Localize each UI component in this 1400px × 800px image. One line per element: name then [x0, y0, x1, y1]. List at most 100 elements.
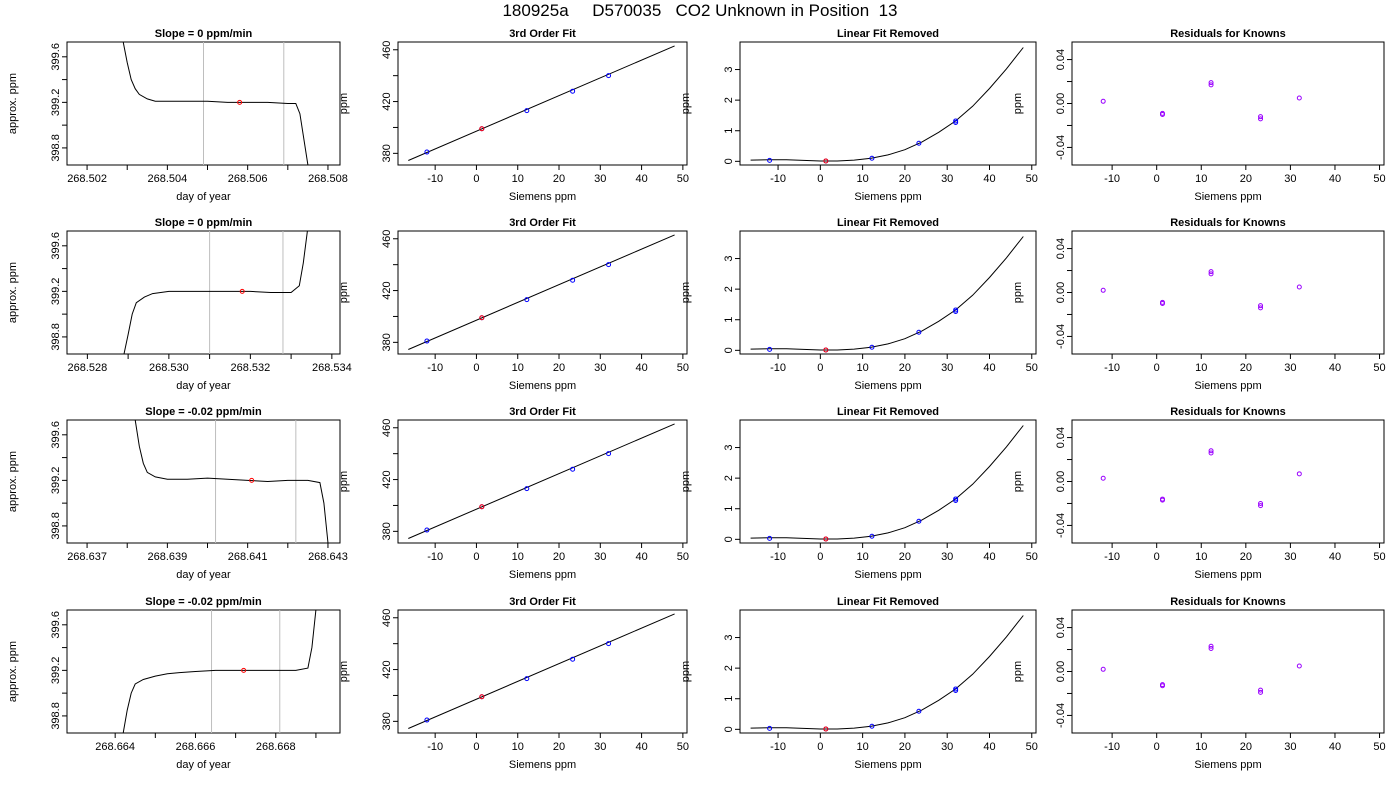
x-tick-label: 268.637 — [67, 551, 107, 563]
x-tick-label: -10 — [770, 551, 786, 563]
plot-frame — [1071, 419, 1385, 544]
y-axis-label: approx. ppm — [7, 262, 19, 323]
known-point — [1296, 95, 1302, 101]
x-tick-label: -10 — [1104, 551, 1120, 563]
y-tick-label: 399.2 — [50, 89, 62, 117]
unknown-point — [479, 504, 485, 510]
panel-title: Residuals for Knowns — [1170, 217, 1286, 229]
panel-title: Linear Fit Removed — [837, 217, 939, 229]
y-axis-label: approx. ppm — [7, 73, 19, 134]
x-tick-label: 10 — [512, 551, 524, 563]
fit-curve — [750, 47, 1024, 162]
figure-title: 180925a D570035 CO2 Unknown in Position … — [502, 1, 898, 20]
plot-frame — [397, 419, 688, 544]
known-point — [1258, 116, 1264, 122]
known-point — [1159, 683, 1165, 689]
known-point — [869, 344, 875, 350]
plot-area — [408, 234, 675, 350]
y-tick-label: 399.2 — [50, 657, 62, 685]
known-point — [524, 297, 530, 303]
plot-area — [750, 615, 1024, 732]
y-tick-label: 0 — [723, 536, 735, 542]
y-axis-label: ppm — [338, 282, 350, 303]
plot-area — [122, 610, 317, 733]
panel-title: Slope = -0.02 ppm/min — [145, 596, 262, 608]
y-axis-label: approx. ppm — [7, 451, 19, 512]
x-tick-label: 10 — [1195, 741, 1207, 753]
known-point — [1258, 303, 1264, 309]
known-point — [1208, 645, 1214, 651]
x-axis-label: Siemens ppm — [509, 569, 576, 581]
x-tick-label: 30 — [941, 362, 953, 374]
known-point — [606, 641, 612, 647]
x-tick-label: 40 — [635, 173, 647, 185]
y-tick-label: 420 — [381, 660, 393, 678]
unknown-point — [823, 347, 829, 353]
y-tick-label: 0.04 — [1055, 617, 1067, 638]
known-point — [953, 686, 959, 692]
mean-point — [249, 477, 255, 483]
known-point — [767, 346, 773, 352]
plot-frame — [1071, 41, 1385, 166]
x-axis-label: Siemens ppm — [1194, 191, 1261, 203]
x-tick-label: 20 — [553, 362, 565, 374]
panel: 3rd Order Fit -10 0 10 20 30 40 50 380 420 460 Siem… — [338, 28, 689, 203]
y-axis-label: ppm — [1012, 93, 1024, 114]
y-tick-label: 2 — [723, 665, 735, 671]
known-point — [570, 466, 576, 472]
known-point — [424, 149, 430, 155]
x-tick-label: 10 — [1195, 551, 1207, 563]
y-tick-label: 1 — [723, 506, 735, 512]
x-tick-label: 268.643 — [308, 551, 348, 563]
y-tick-label: -0.04 — [1055, 135, 1067, 160]
known-point — [767, 725, 773, 731]
x-axis-label: Siemens ppm — [854, 380, 921, 392]
x-tick-label: 30 — [941, 551, 953, 563]
unknown-point — [479, 694, 485, 700]
x-tick-label: -10 — [770, 173, 786, 185]
panel: Residuals for Knowns -10 0 10 20 30 40 50 -0.04 0… — [1012, 28, 1386, 203]
y-axis-label: ppm — [680, 661, 692, 682]
x-tick-label: 268.534 — [312, 362, 352, 374]
y-tick-label: 380 — [381, 712, 393, 730]
panel-title: 3rd Order Fit — [509, 28, 576, 40]
y-tick-label: 0.00 — [1055, 93, 1067, 114]
panel-title: Slope = 0 ppm/min — [155, 28, 253, 40]
y-tick-label: 0 — [723, 347, 735, 353]
y-tick-label: 399.2 — [50, 278, 62, 306]
y-axis-label: ppm — [1012, 661, 1024, 682]
plot-frame — [1071, 230, 1385, 355]
x-axis-label: day of year — [176, 569, 231, 581]
x-axis-label: day of year — [176, 191, 231, 203]
plot-area — [123, 231, 308, 354]
known-point — [953, 308, 959, 314]
x-axis-label: Siemens ppm — [509, 759, 576, 771]
fit-curve — [750, 236, 1024, 351]
x-tick-label: 50 — [1373, 551, 1385, 563]
x-tick-label: 30 — [594, 551, 606, 563]
plot-area — [408, 45, 675, 161]
fit-curve — [408, 423, 675, 539]
known-point — [869, 533, 875, 539]
x-tick-label: 268.641 — [228, 551, 268, 563]
x-tick-label: 10 — [512, 173, 524, 185]
plot-frame — [739, 230, 1037, 355]
trace-line — [122, 42, 309, 165]
y-tick-label: 460 — [381, 230, 393, 248]
x-tick-label: 0 — [473, 551, 479, 563]
known-point — [869, 723, 875, 729]
trace-line — [122, 610, 317, 733]
y-tick-label: 0.04 — [1055, 49, 1067, 70]
x-tick-label: 50 — [677, 362, 689, 374]
panel-title: Residuals for Knowns — [1170, 406, 1286, 418]
known-point — [953, 119, 959, 125]
x-tick-label: 40 — [1329, 173, 1341, 185]
known-point — [953, 496, 959, 502]
x-tick-label: 30 — [1284, 173, 1296, 185]
x-tick-label: 20 — [1240, 362, 1252, 374]
y-tick-label: 398.8 — [50, 702, 62, 730]
known-point — [524, 486, 530, 492]
known-point — [524, 108, 530, 114]
x-tick-label: 20 — [553, 741, 565, 753]
x-tick-label: 30 — [1284, 741, 1296, 753]
